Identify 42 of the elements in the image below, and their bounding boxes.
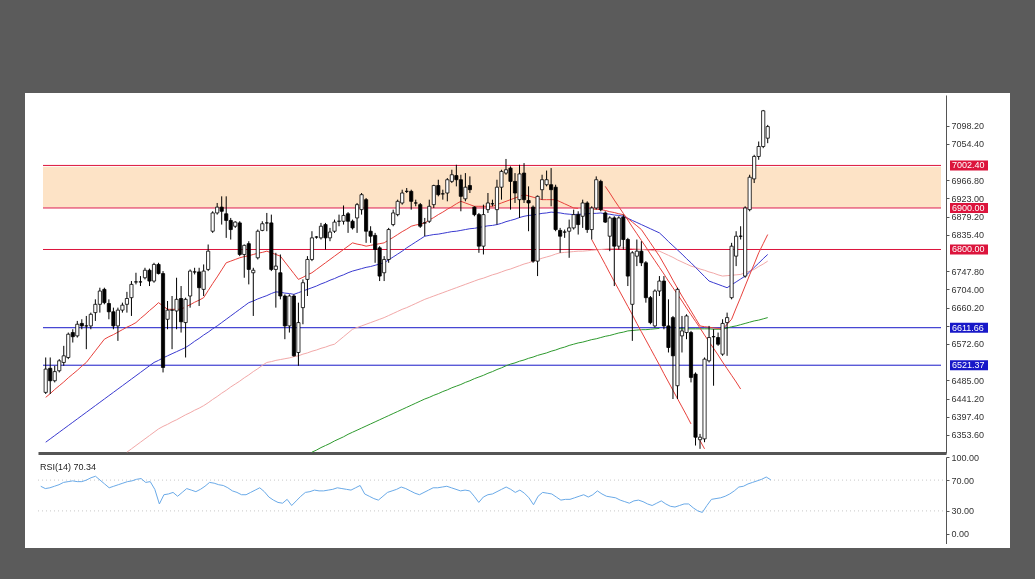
- candlestick: [409, 189, 414, 211]
- candlestick: [133, 272, 138, 285]
- ref-line-label: 7002.40: [952, 160, 985, 171]
- candlestick: [341, 204, 346, 226]
- candlestick: [129, 280, 134, 317]
- candlestick: [206, 244, 211, 272]
- y-tick-label: 6485.00: [951, 375, 985, 386]
- ref-line-label: 6800.00: [952, 244, 985, 255]
- y-tick-label: 7098.20: [951, 121, 985, 132]
- y-tick-label: 6572.60: [951, 339, 985, 350]
- ref-line-label: 6521.37: [952, 360, 985, 371]
- candlestick: [219, 195, 224, 226]
- candlestick: [224, 195, 229, 239]
- candlestick: [197, 267, 202, 307]
- y-tick-label: 6923.00: [951, 193, 985, 204]
- ref-line-label: 6611.66: [952, 322, 984, 333]
- y-tick-label: 7054.40: [951, 139, 985, 150]
- y-tick-label: 6747.80: [951, 266, 985, 277]
- y-tick-label: 6441.20: [951, 394, 985, 405]
- y-tick-label: 30.00: [951, 506, 975, 517]
- line-series: [126, 247, 769, 453]
- y-tick-label: 6704.00: [951, 284, 985, 295]
- y-tick-label: 6835.40: [951, 230, 985, 241]
- y-tick-label: 6660.20: [951, 303, 985, 314]
- y-tick-label: 100.00: [951, 452, 980, 463]
- candlestick: [66, 332, 71, 360]
- y-tick-label: 0.00: [951, 529, 970, 540]
- y-tick-label: 6879.20: [951, 212, 985, 223]
- line-series: [40, 475, 772, 513]
- candlestick: [84, 315, 89, 350]
- candlestick: [251, 267, 256, 317]
- candlestick: [427, 199, 432, 224]
- y-tick-label: 6353.60: [951, 430, 985, 441]
- candlestick: [43, 356, 48, 395]
- y-tick-label: 6397.40: [951, 412, 985, 423]
- candlestick: [210, 210, 215, 234]
- candlestick: [485, 192, 490, 214]
- text: RSI(14) 70.34: [40, 462, 97, 472]
- ref-line-label: 6900.00: [952, 202, 985, 213]
- y-tick-label: 70.00: [951, 475, 975, 486]
- y-tick-label: 6966.80: [951, 175, 985, 186]
- candlestick: [323, 222, 328, 250]
